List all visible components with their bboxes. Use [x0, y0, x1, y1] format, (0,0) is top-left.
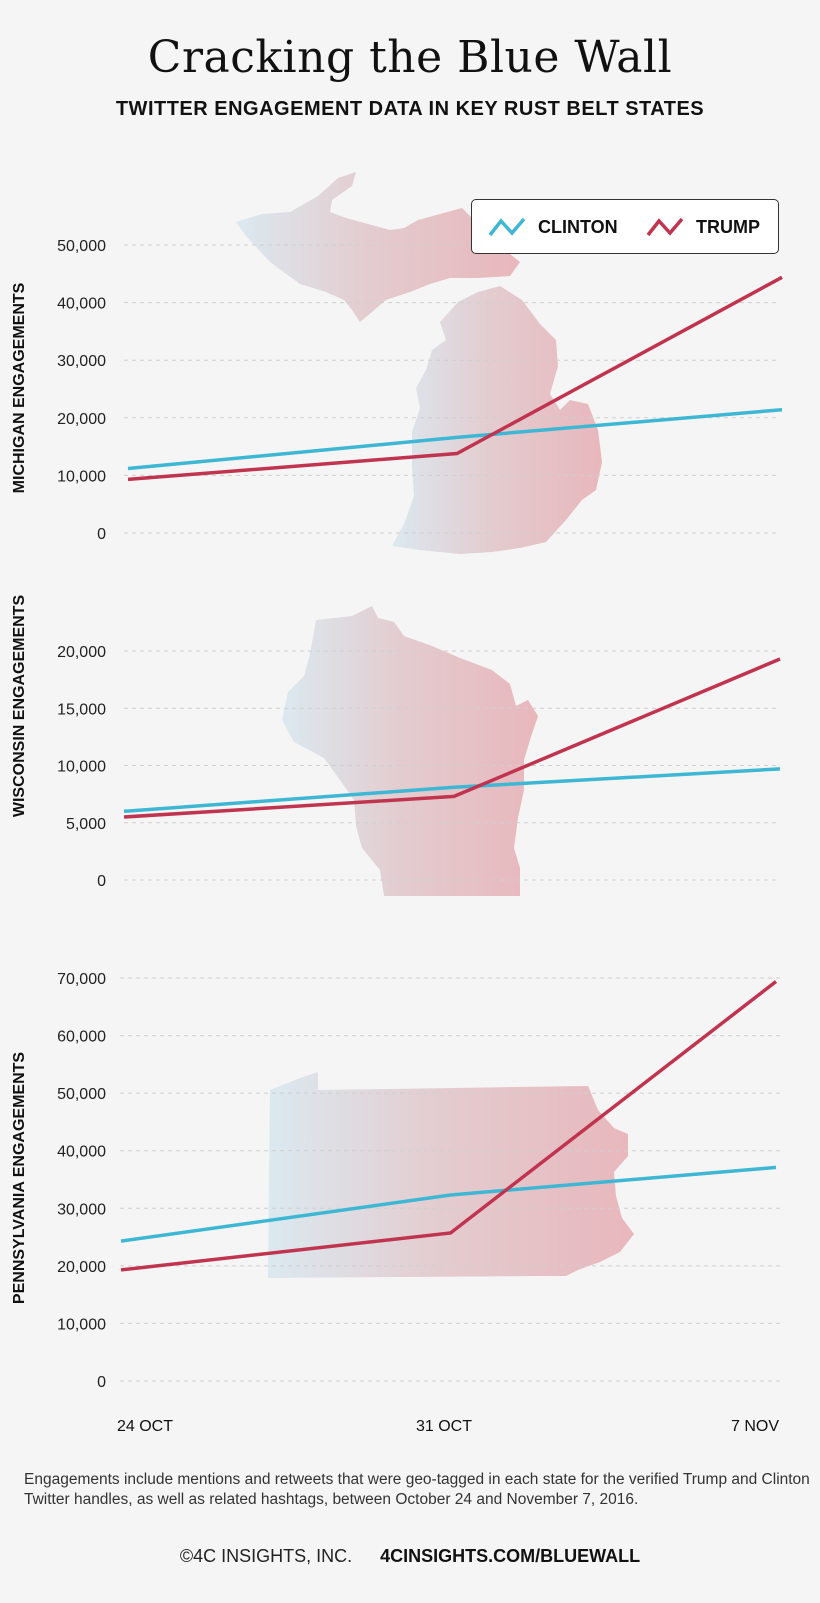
legend-item-clinton: CLINTON — [486, 214, 618, 240]
y-tick-label: 0 — [97, 1374, 106, 1391]
series-line-trump — [123, 657, 781, 819]
y-tick-label: 20,000 — [57, 644, 106, 661]
y-tick-label: 50,000 — [57, 238, 106, 255]
clinton-line-swatch — [488, 217, 526, 237]
y-tick-label: 40,000 — [57, 296, 106, 313]
y-tick-label: 10,000 — [57, 759, 106, 776]
y-tick-label: 30,000 — [57, 353, 106, 370]
y-tick-label: 0 — [97, 873, 106, 890]
y-tick-label: 50,000 — [57, 1086, 106, 1103]
wisconsin-map — [282, 606, 538, 896]
legend: CLINTON TRUMP — [471, 199, 779, 254]
legend-item-trump: TRUMP — [644, 214, 760, 240]
michigan-map — [236, 172, 602, 554]
y-tick-label: 5,000 — [66, 816, 106, 833]
y-tick-label: 15,000 — [57, 701, 106, 718]
y-tick-label: 10,000 — [57, 468, 106, 485]
y-tick-label: 30,000 — [57, 1201, 106, 1218]
x-tick-label: 31 OCT — [416, 1418, 472, 1435]
legend-label-trump: TRUMP — [696, 216, 760, 237]
series-line-trump — [120, 980, 778, 1272]
y-tick-label: 70,000 — [57, 971, 106, 988]
x-tick-label: 24 OCT — [117, 1418, 173, 1435]
y-tick-label: 20,000 — [57, 411, 106, 428]
credit-url[interactable]: 4CINSIGHTS.COM/BLUEWALL — [380, 1546, 641, 1566]
credit-company: ©4C INSIGHTS, INC. — [179, 1546, 353, 1566]
y-axis-label: MICHIGAN ENGAGEMENTS — [11, 282, 28, 493]
y-tick-label: 60,000 — [57, 1029, 106, 1046]
series-line-clinton — [120, 1165, 777, 1243]
x-tick-label: 7 NOV — [731, 1418, 779, 1435]
y-tick-label: 0 — [97, 526, 106, 543]
trump-line-swatch — [646, 217, 684, 237]
series-line-clinton — [123, 767, 781, 814]
y-tick-label: 10,000 — [57, 1316, 106, 1333]
series-line-clinton — [127, 407, 783, 471]
y-tick-label: 40,000 — [57, 1144, 106, 1161]
credit: ©4C INSIGHTS, INC. 4CINSIGHTS.COM/BLUEWAL… — [0, 1546, 820, 1567]
legend-label-clinton: CLINTON — [538, 216, 618, 237]
chart-title: Cracking the Blue Wall — [147, 32, 673, 83]
y-axis-label: PENNSYLVANIA ENGAGEMENTS — [11, 1052, 28, 1305]
y-axis-label: WISCONSIN ENGAGEMENTS — [11, 595, 28, 818]
footnote: Engagements include mentions and retweet… — [24, 1471, 810, 1508]
chart-subtitle: TWITTER ENGAGEMENT DATA IN KEY RUST BELT… — [115, 98, 705, 120]
series-line-trump — [127, 275, 783, 482]
pennsylvania-map — [268, 1072, 634, 1278]
y-tick-label: 20,000 — [57, 1259, 106, 1276]
